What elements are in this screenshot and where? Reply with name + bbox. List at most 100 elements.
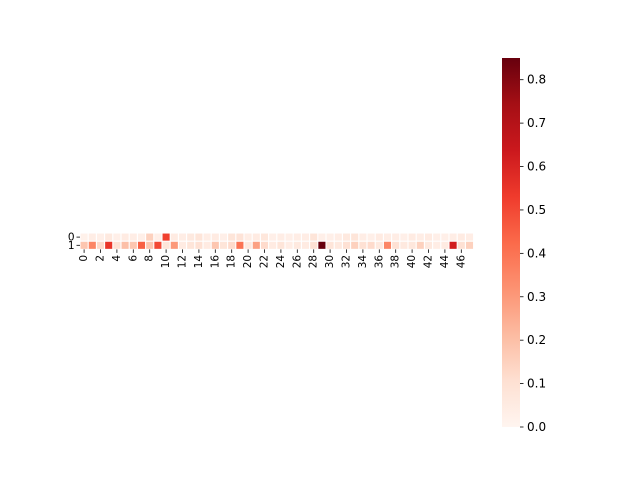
heatmap-cell-r1-c33 bbox=[351, 241, 359, 249]
heatmap-cell-r1-c31 bbox=[334, 241, 342, 249]
heatmap-cell-r1-c15 bbox=[203, 241, 211, 249]
x-tick-label-0: 0 bbox=[78, 255, 90, 262]
heatmap-cell-r1-c8 bbox=[146, 241, 154, 249]
x-tick-label-2: 2 bbox=[95, 255, 107, 262]
x-tick-label-4: 4 bbox=[111, 255, 123, 262]
heatmap-cell-r0-c22 bbox=[260, 233, 269, 241]
heatmap-cell-r0-c33 bbox=[351, 233, 359, 241]
heatmap-cell-r0-c14 bbox=[195, 233, 203, 241]
heatmap-cell-r1-c32 bbox=[342, 241, 351, 249]
heatmap-cell-r1-c29 bbox=[318, 241, 326, 249]
heatmap-cell-r0-c39 bbox=[400, 233, 408, 241]
heatmap-cell-r1-c1 bbox=[88, 241, 96, 249]
heatmap-cell-r0-c20 bbox=[244, 233, 252, 241]
heatmap-cell-r0-c15 bbox=[203, 233, 211, 241]
heatmap-cell-r1-c37 bbox=[383, 241, 392, 249]
heatmap-cell-r0-c1 bbox=[88, 233, 96, 241]
heatmap-cell-r0-c7 bbox=[137, 233, 146, 241]
heatmap-cell-r1-c35 bbox=[367, 241, 375, 249]
colorbar bbox=[502, 58, 520, 427]
heatmap-cell-r1-c7 bbox=[137, 241, 146, 249]
heatmap-cell-r1-c2 bbox=[96, 241, 105, 249]
heatmap-cell-r0-c19 bbox=[236, 233, 244, 241]
heatmap-cell-r1-c27 bbox=[301, 241, 310, 249]
x-tick-label-38: 38 bbox=[390, 255, 402, 268]
heatmap-cell-r0-c47 bbox=[465, 233, 474, 241]
heatmap-cell-r1-c17 bbox=[219, 241, 228, 249]
heatmap-cell-r0-c29 bbox=[318, 233, 326, 241]
x-tick-label-42: 42 bbox=[423, 255, 435, 268]
heatmap-cell-r1-c20 bbox=[244, 241, 252, 249]
heatmap-cell-r1-c39 bbox=[400, 241, 408, 249]
heatmap-cell-r1-c5 bbox=[121, 241, 129, 249]
heatmap-cell-r1-c47 bbox=[465, 241, 474, 249]
x-tick-label-46: 46 bbox=[455, 255, 467, 269]
heatmap-cell-r1-c34 bbox=[359, 241, 367, 249]
heatmap-cell-r1-c10 bbox=[162, 241, 170, 249]
heatmap-cell-r0-c4 bbox=[113, 233, 121, 241]
heatmap-cell-r1-c0 bbox=[80, 241, 88, 249]
x-tick-label-6: 6 bbox=[127, 255, 139, 262]
heatmap-cell-r0-c9 bbox=[154, 233, 162, 241]
colorbar-tick-label-6: 0.6 bbox=[527, 160, 546, 174]
heatmap-cell-r1-c23 bbox=[269, 241, 277, 249]
heatmap-cell-r1-c14 bbox=[195, 241, 203, 249]
heatmap-cell-r0-c2 bbox=[96, 233, 105, 241]
heatmap-cell-r0-c36 bbox=[375, 233, 383, 241]
colorbar-tick-label-5: 0.5 bbox=[527, 203, 546, 217]
heatmap-cell-r1-c22 bbox=[260, 241, 269, 249]
heatmap-cell-r0-c23 bbox=[269, 233, 277, 241]
y-tick-label-1: 1 bbox=[68, 240, 75, 252]
heatmap-cell-r1-c25 bbox=[285, 241, 293, 249]
heatmap-cell-r0-c45 bbox=[449, 233, 457, 241]
heatmap-cell-r1-c38 bbox=[392, 241, 400, 249]
heatmap-cell-r0-c32 bbox=[342, 233, 351, 241]
heatmap-cell-r0-c28 bbox=[310, 233, 318, 241]
heatmap-cell-r0-c42 bbox=[424, 233, 433, 241]
x-tick-label-30: 30 bbox=[324, 255, 336, 268]
heatmap-cell-r0-c34 bbox=[359, 233, 367, 241]
heatmap-cell-r1-c44 bbox=[441, 241, 449, 249]
heatmap-cell-r1-c16 bbox=[211, 241, 219, 249]
heatmap-cell-r0-c41 bbox=[416, 233, 424, 241]
heatmap-cell-r0-c44 bbox=[441, 233, 449, 241]
heatmap-cell-r0-c13 bbox=[187, 233, 195, 241]
heatmap-cell-r0-c40 bbox=[408, 233, 416, 241]
heatmap-cell-r0-c10 bbox=[162, 233, 170, 241]
x-tick-label-26: 26 bbox=[291, 255, 303, 269]
colorbar-tick-label-2: 0.2 bbox=[527, 333, 546, 347]
heatmap-cell-r0-c21 bbox=[252, 233, 260, 241]
x-tick-label-36: 36 bbox=[373, 255, 385, 269]
heatmap-cell-r0-c0 bbox=[80, 233, 88, 241]
x-tick-label-44: 44 bbox=[439, 255, 451, 269]
heatmap-cell-r0-c11 bbox=[170, 233, 178, 241]
heatmap-cell-r1-c45 bbox=[449, 241, 457, 249]
x-tick-label-34: 34 bbox=[357, 255, 369, 269]
x-tick-label-40: 40 bbox=[406, 255, 418, 268]
heatmap-cell-r1-c18 bbox=[228, 241, 236, 249]
heatmap-cell-r0-c12 bbox=[178, 233, 187, 241]
heatmap-cell-r0-c25 bbox=[285, 233, 293, 241]
x-tick-label-20: 20 bbox=[242, 255, 254, 268]
heatmap-cell-r0-c24 bbox=[277, 233, 285, 241]
heatmap-cell-r0-c17 bbox=[219, 233, 228, 241]
heatmap-cell-r0-c38 bbox=[392, 233, 400, 241]
heatmap-cell-r0-c31 bbox=[334, 233, 342, 241]
colorbar-tick-label-1: 0.1 bbox=[527, 377, 546, 391]
heatmap-cell-r0-c43 bbox=[433, 233, 441, 241]
heatmap-cell-r1-c13 bbox=[187, 241, 195, 249]
x-tick-label-22: 22 bbox=[259, 255, 271, 268]
heatmap-cell-r0-c6 bbox=[129, 233, 137, 241]
heatmap-cell-r1-c28 bbox=[310, 241, 318, 249]
heatmap-cell-r1-c3 bbox=[105, 241, 113, 249]
colorbar-tick-label-8: 0.8 bbox=[527, 73, 546, 87]
x-tick-label-16: 16 bbox=[209, 255, 221, 269]
heatmap-cell-r0-c16 bbox=[211, 233, 219, 241]
heatmap-cell-r0-c35 bbox=[367, 233, 375, 241]
heatmap-cell-r0-c30 bbox=[326, 233, 334, 241]
x-tick-label-12: 12 bbox=[177, 255, 189, 268]
heatmap-cell-r1-c42 bbox=[424, 241, 433, 249]
heatmap-cell-r1-c19 bbox=[236, 241, 244, 249]
x-tick-label-10: 10 bbox=[160, 255, 172, 268]
